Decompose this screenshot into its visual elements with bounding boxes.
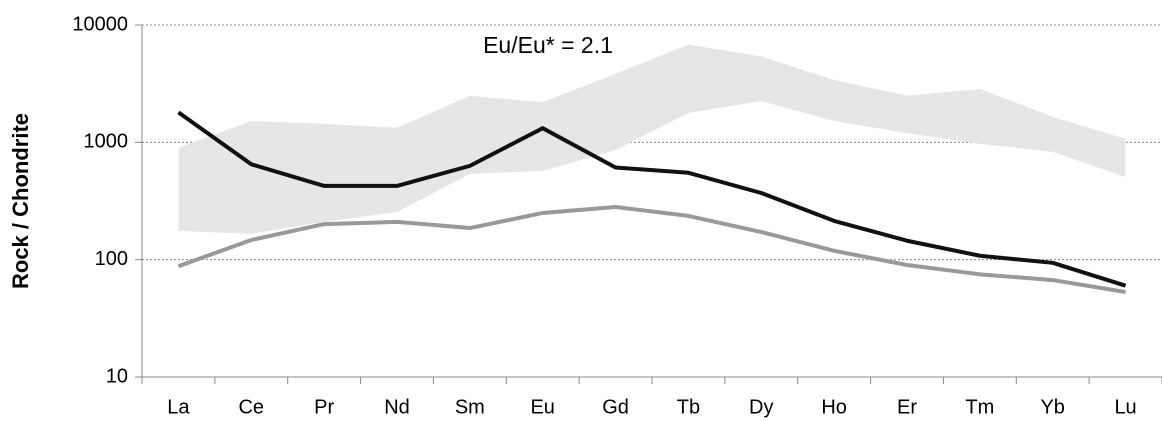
x-tick-label: Sm <box>455 396 485 418</box>
series-line <box>177 110 1127 288</box>
x-tick-label: Lu <box>1114 396 1136 418</box>
annotation: Eu/Eu* = 2.1 <box>483 32 613 58</box>
x-tick-label: Pr <box>314 396 334 418</box>
series-line <box>177 205 1126 294</box>
x-tick-label: Dy <box>749 396 773 418</box>
y-tick-label: 100 <box>95 248 128 270</box>
x-tick-label: Tm <box>965 396 994 418</box>
x-tick-label: Eu <box>530 396 554 418</box>
x-tick-label: Ho <box>821 396 847 418</box>
y-tick-label: 10 <box>106 365 128 387</box>
y-axis-label: Rock / Chondrite <box>8 113 33 289</box>
y-tick-label: 1000 <box>84 131 129 153</box>
x-tick-label: Er <box>897 396 917 418</box>
x-tick-label: La <box>167 396 190 418</box>
x-tick-label: Yb <box>1040 396 1064 418</box>
y-tick-label: 10000 <box>72 13 128 35</box>
x-tick-label: Ce <box>238 396 264 418</box>
x-tick-label: Gd <box>602 396 629 418</box>
x-tick-label: Nd <box>384 396 410 418</box>
range-band <box>178 44 1126 234</box>
x-tick-label: Tb <box>677 396 700 418</box>
